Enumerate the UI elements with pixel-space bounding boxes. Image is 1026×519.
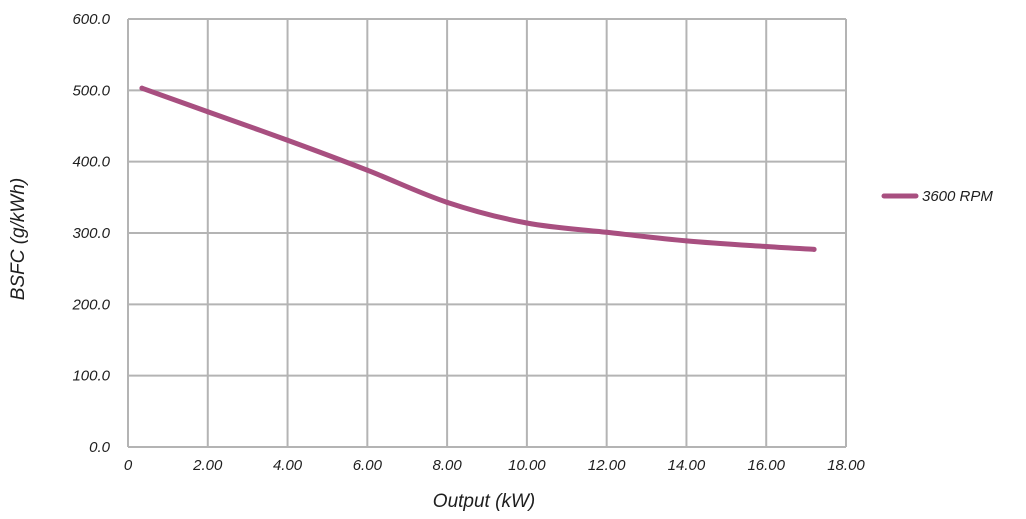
x-tick-label: 12.00 (588, 457, 626, 474)
y-tick-label: 400.0 (72, 154, 110, 171)
series-layer (139, 85, 817, 252)
x-tick-label: 0 (124, 457, 133, 474)
legend-label-3600-rpm: 3600 RPM (922, 188, 993, 205)
x-tick-label: 14.00 (668, 457, 706, 474)
data-point (205, 109, 211, 115)
x-axis-ticks: 0 2.00 4.00 6.00 8.00 10.00 12.00 14.00 16.00 18.… (124, 457, 866, 474)
grid (127, 18, 847, 448)
x-tick-label: 18.00 (827, 457, 865, 474)
data-point (604, 229, 610, 235)
data-point (763, 244, 769, 250)
x-tick-label: 16.00 (747, 457, 785, 474)
legend: 3600 RPM (881, 188, 993, 205)
y-tick-label: 600.0 (72, 11, 110, 28)
series-line-3600-rpm (139, 85, 817, 252)
y-axis-title: BSFC (g/kWh) (8, 178, 29, 300)
x-tick-label: 6.00 (353, 457, 383, 474)
x-tick-label: 4.00 (273, 457, 303, 474)
y-axis-ticks: 0.0 100.0 200.0 300.0 400.0 500.0 600.0 (71, 11, 110, 456)
data-point (811, 246, 817, 252)
data-point (683, 238, 689, 244)
x-tick-label: 2.00 (192, 457, 223, 474)
x-tick-label: 10.00 (508, 457, 546, 474)
data-point (364, 167, 370, 173)
y-tick-label: 0.0 (89, 439, 111, 456)
data-point (444, 199, 450, 205)
data-point (139, 85, 145, 91)
y-tick-label: 200.0 (71, 296, 110, 313)
data-point (524, 220, 530, 226)
y-tick-label: 100.0 (72, 368, 110, 385)
x-tick-label: 8.00 (433, 457, 463, 474)
y-tick-label: 500.0 (72, 82, 110, 99)
data-point (285, 137, 291, 143)
y-tick-label: 300.0 (72, 225, 110, 242)
x-axis-title: Output (kW) (433, 491, 535, 512)
